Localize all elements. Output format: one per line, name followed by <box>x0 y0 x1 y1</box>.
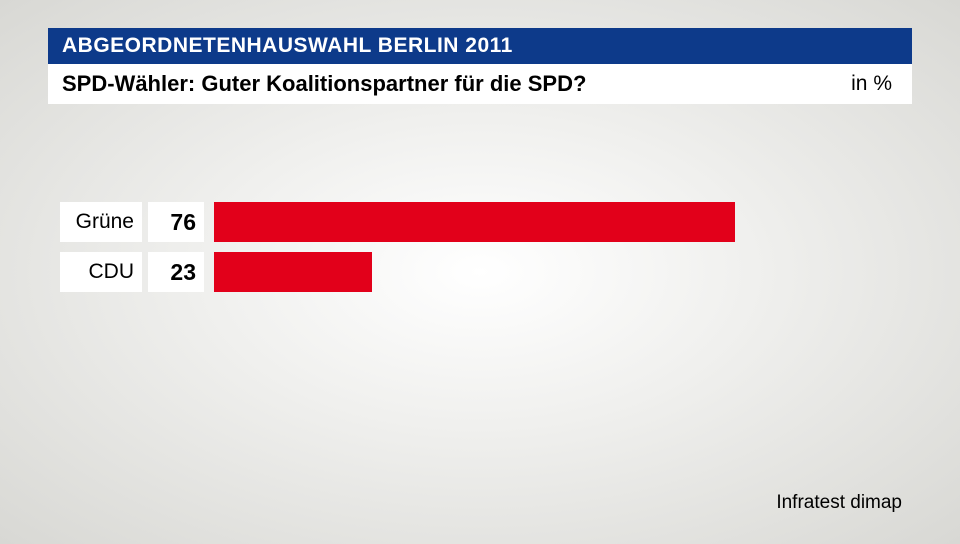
label-box: Grüne <box>60 202 142 242</box>
bar-track <box>214 252 900 292</box>
subtitle-question: SPD-Wähler: Guter Koalitionspartner für … <box>62 71 586 97</box>
bar <box>214 252 372 292</box>
chart-row: CDU 23 <box>60 250 900 294</box>
subtitle-band: SPD-Wähler: Guter Koalitionspartner für … <box>48 64 912 104</box>
value-box: 76 <box>148 202 204 242</box>
bar-label: Grüne <box>76 210 134 234</box>
label-box: CDU <box>60 252 142 292</box>
bar-track <box>214 202 900 242</box>
chart-row: Grüne 76 <box>60 200 900 244</box>
bar-value: 23 <box>170 259 196 286</box>
subtitle-unit: in % <box>851 72 892 96</box>
header-band: ABGEORDNETENHAUSWAHL BERLIN 2011 <box>48 28 912 64</box>
source-label: Infratest dimap <box>776 492 902 514</box>
header-title: ABGEORDNETENHAUSWAHL BERLIN 2011 <box>62 34 513 58</box>
bar-value: 76 <box>170 209 196 236</box>
bar-label: CDU <box>89 260 135 284</box>
value-box: 23 <box>148 252 204 292</box>
chart-area: Grüne 76 CDU 23 <box>60 200 900 300</box>
bar <box>214 202 735 242</box>
